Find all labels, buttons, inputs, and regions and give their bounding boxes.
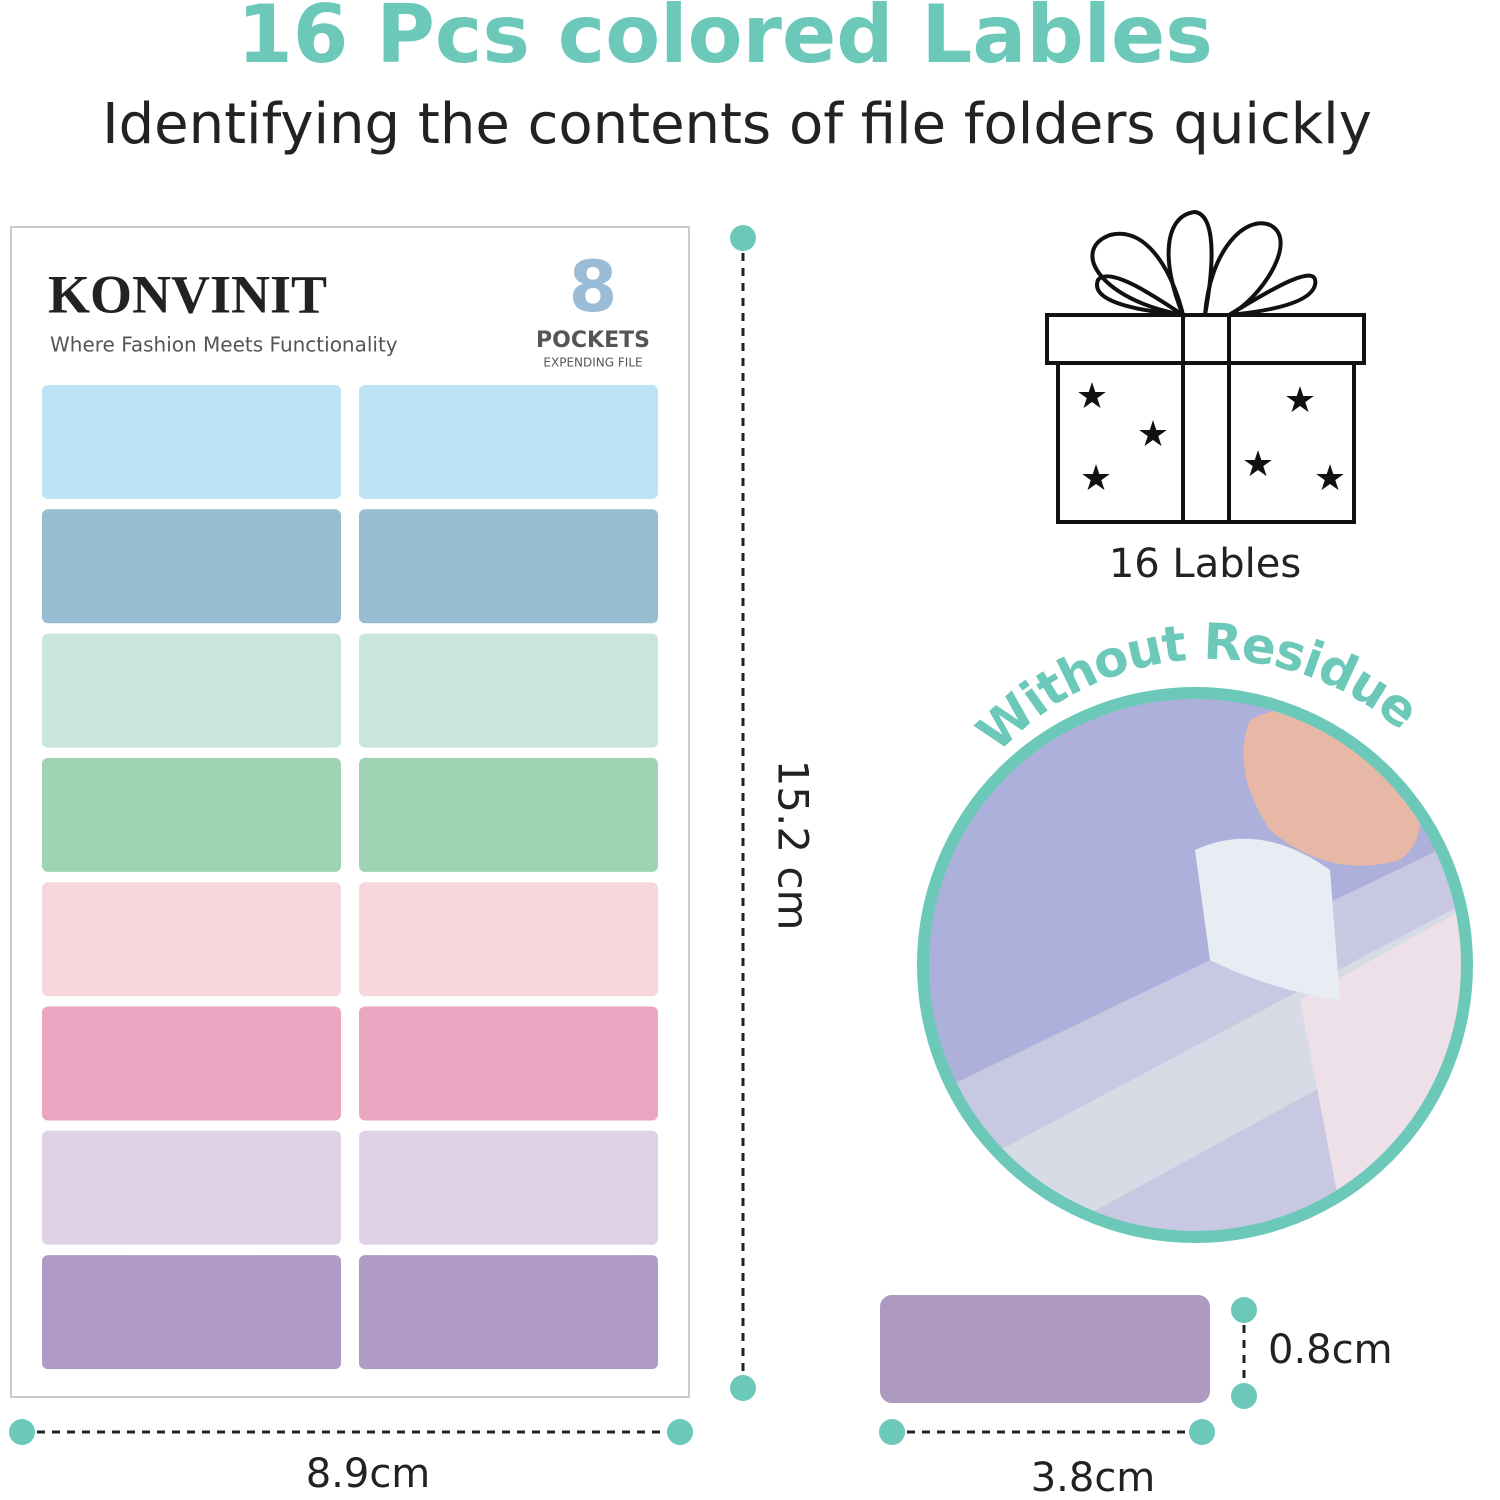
dimension-dot [730, 225, 756, 251]
label-swatch [42, 757, 341, 872]
badge-number: 8 [569, 246, 618, 328]
dimension-dot [1231, 1297, 1257, 1323]
badge-subtitle: EXPENDING FILE [543, 356, 642, 370]
tagline: Where Fashion Meets Functionality [50, 333, 398, 357]
dimension-dot [1189, 1419, 1215, 1445]
label-swatch [42, 633, 341, 748]
label-swatch [42, 1255, 341, 1370]
photo [927, 697, 1463, 1233]
photo-frame [917, 687, 1473, 1243]
label-height: 0.8cm [1268, 1327, 1393, 1373]
sheet-height: 15.2 cm [769, 760, 818, 931]
title: 16 Pcs colored Lables [237, 0, 1213, 81]
label-swatch [359, 509, 658, 624]
badge-title: POCKETS [536, 328, 650, 353]
label-swatch [359, 882, 658, 997]
label-swatch [359, 1006, 658, 1121]
label-swatch [359, 757, 658, 872]
svg-text:★: ★ [1137, 414, 1169, 455]
brand: KONVINIT [48, 264, 327, 324]
label-swatch [359, 1255, 658, 1370]
label-swatch [42, 882, 341, 997]
gift-caption: 16 Lables [1109, 541, 1301, 587]
label-swatch [359, 633, 658, 748]
label-swatch [42, 1006, 341, 1121]
svg-text:★: ★ [1314, 458, 1346, 499]
label-swatch [42, 509, 341, 624]
dimension-dot [879, 1419, 905, 1445]
dimension-dot [1231, 1383, 1257, 1409]
dimension-dot [667, 1419, 693, 1445]
svg-text:★: ★ [1080, 458, 1112, 499]
label-grid [42, 385, 658, 1370]
single-label [880, 1295, 1210, 1403]
svg-text:★: ★ [1284, 380, 1316, 421]
label-swatch [359, 385, 658, 499]
sheet-width: 8.9cm [306, 1451, 431, 1497]
label-width: 3.8cm [1031, 1455, 1156, 1500]
subtitle: Identifying the contents of file folders… [102, 92, 1372, 157]
label-swatch [42, 385, 341, 499]
label-swatch [42, 1130, 341, 1245]
dimension-dot [9, 1419, 35, 1445]
label-swatch [359, 1130, 658, 1245]
dimension-dot [730, 1375, 756, 1401]
svg-text:★: ★ [1242, 444, 1274, 485]
gift-icon: ★★★ ★★ ★ [1045, 209, 1366, 524]
svg-text:★: ★ [1076, 376, 1108, 417]
